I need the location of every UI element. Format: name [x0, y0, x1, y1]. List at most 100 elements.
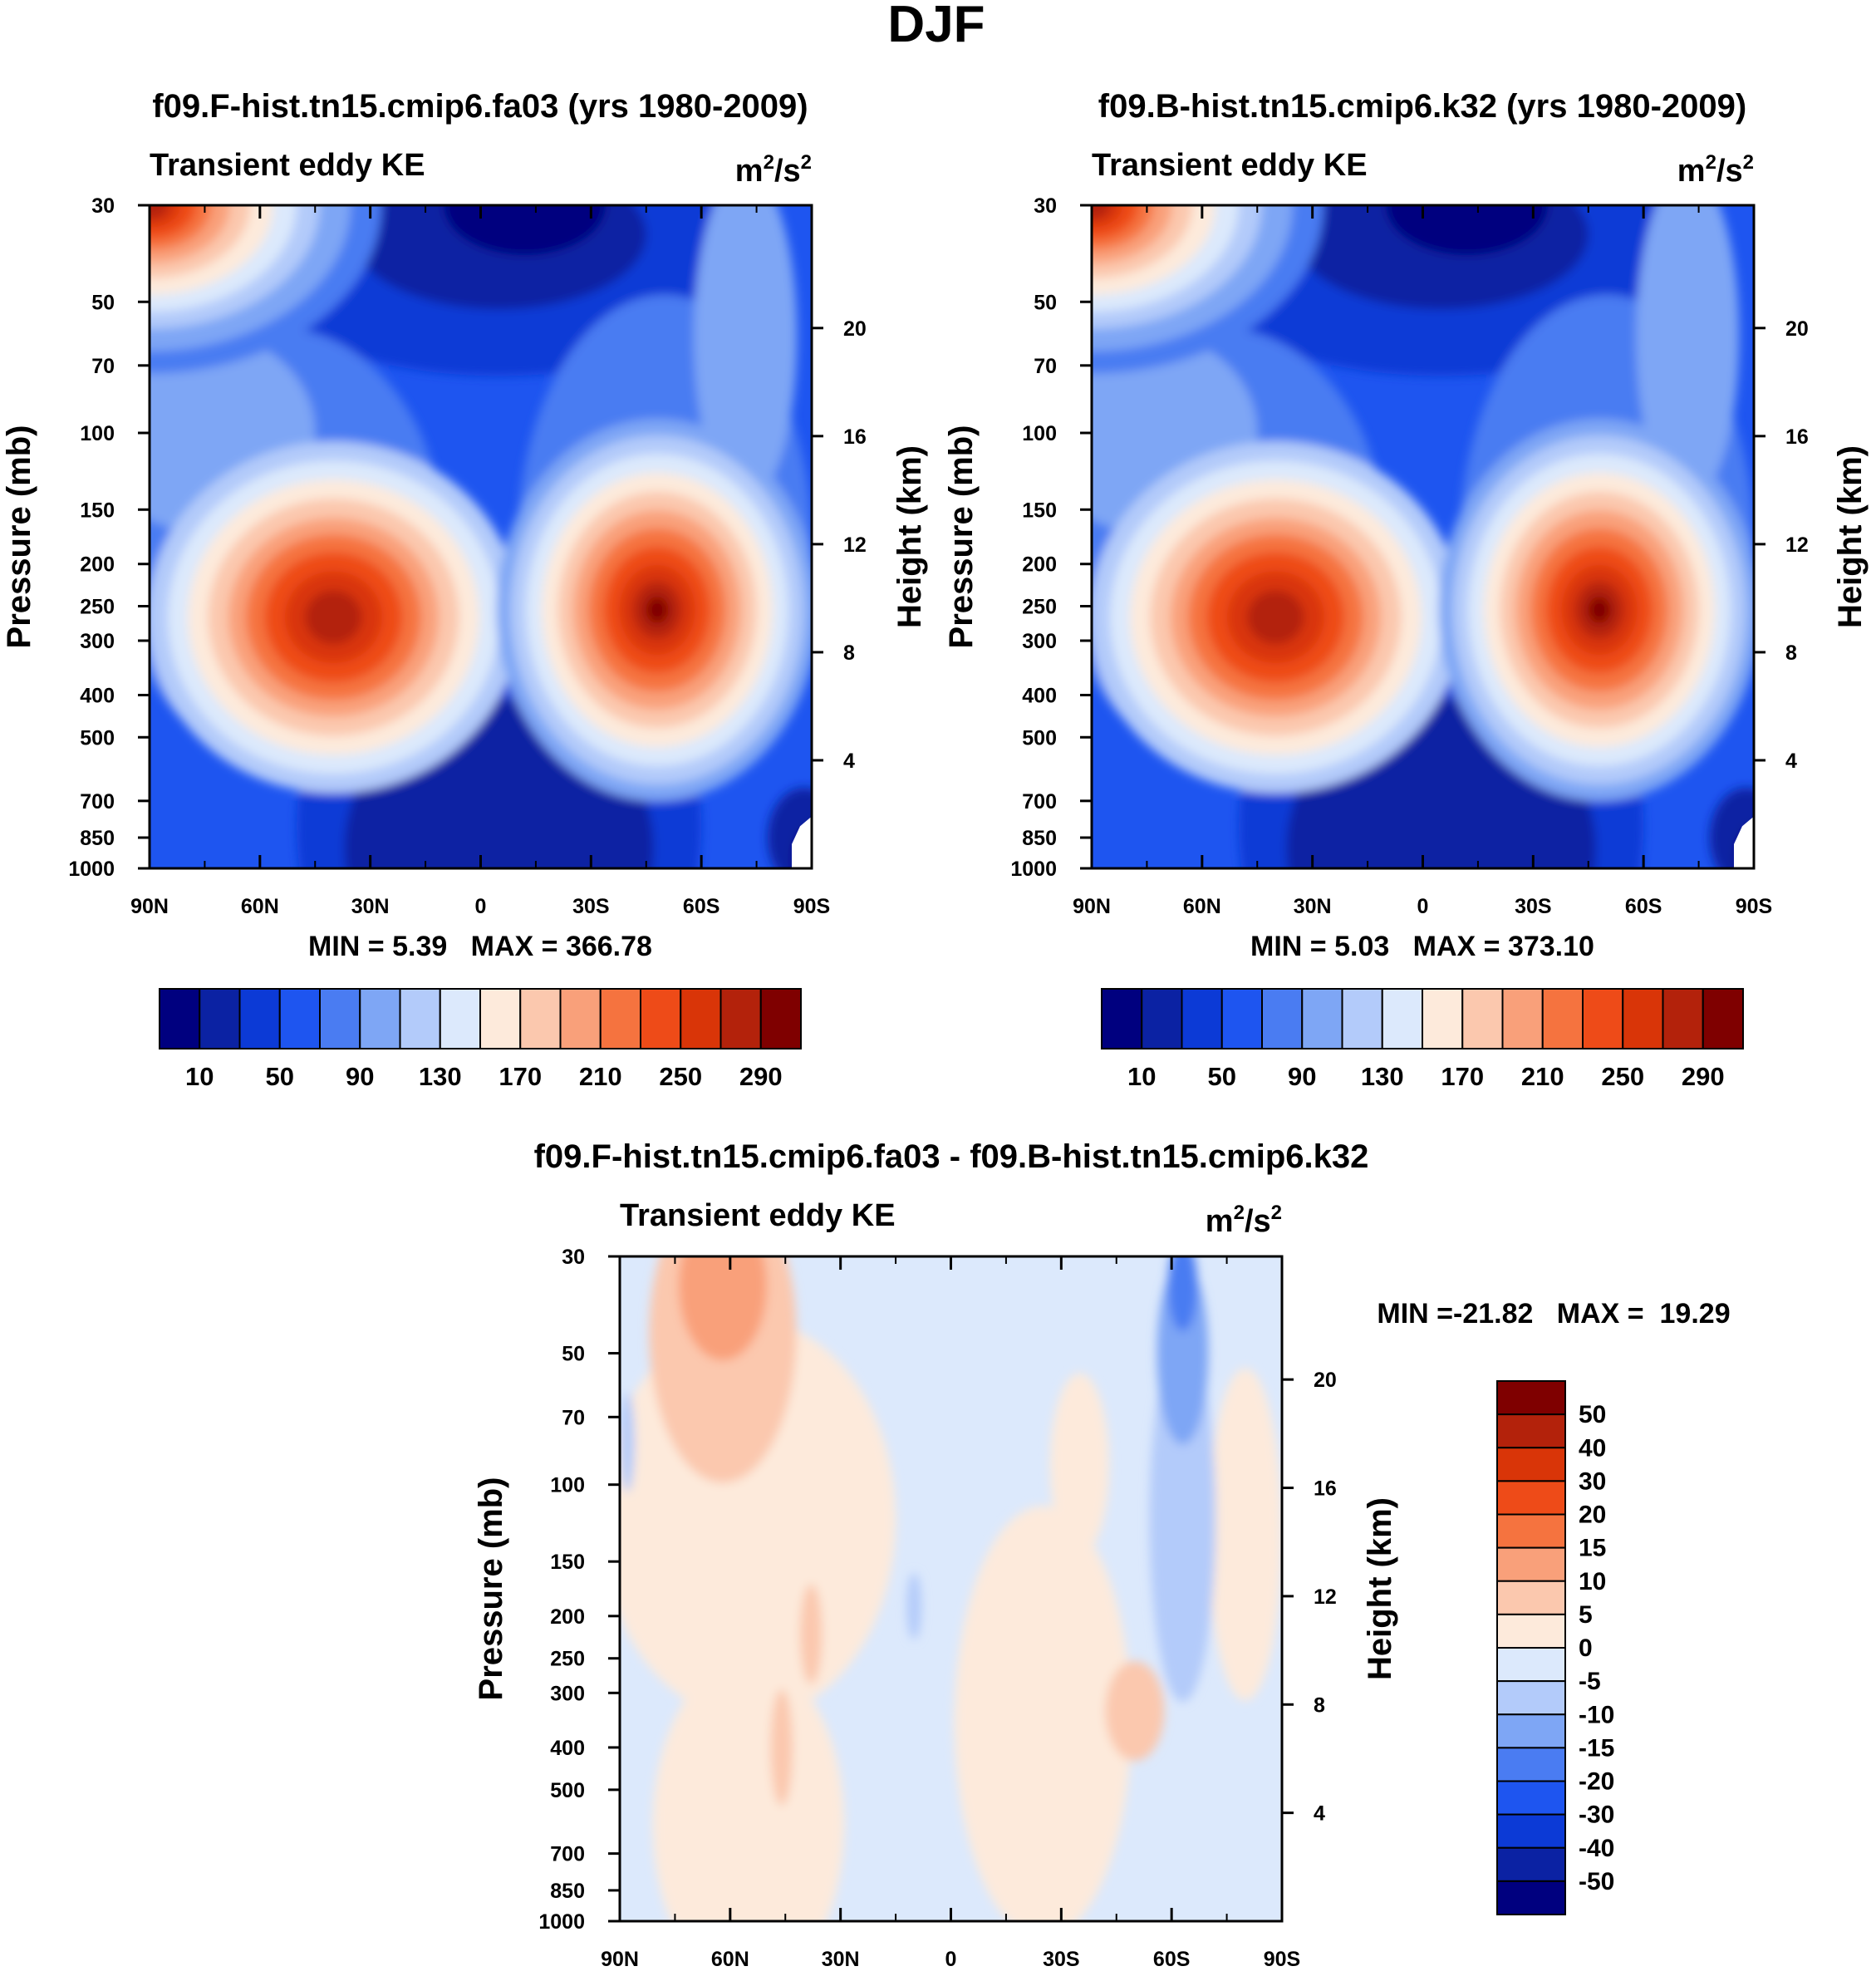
y-tick-label-right: 20 — [843, 317, 867, 341]
polar-max-level — [150, 205, 169, 219]
colorbar-label: 10 — [1127, 1062, 1156, 1091]
colorbar-swatch — [1496, 1647, 1566, 1683]
nh-jet-level — [305, 590, 362, 644]
colorbar-swatch — [1496, 1580, 1566, 1615]
x-tick-label: 60N — [241, 895, 279, 918]
y-tick-label-right: 20 — [1314, 1369, 1337, 1392]
y-tick-label: 50 — [91, 291, 115, 314]
x-tick-label: 60N — [1183, 895, 1221, 918]
y-tick-label: 100 — [550, 1474, 585, 1497]
colorbar-swatch — [1496, 1546, 1566, 1582]
colorbar-label: 30 — [1579, 1467, 1606, 1495]
y-tick-label: 850 — [1022, 827, 1057, 850]
y-tick-label: 250 — [80, 596, 115, 619]
panel-subtitle: Transient eddy KE — [620, 1198, 896, 1233]
x-tick-label: 30S — [572, 895, 609, 918]
y-tick-label: 700 — [1022, 790, 1057, 814]
sh-negative — [1149, 1336, 1216, 1703]
colorbar-swatch — [1496, 1413, 1566, 1449]
colorbar-swatch — [1381, 988, 1423, 1049]
sh-jet-level — [646, 597, 669, 624]
nh-jet-level — [1247, 590, 1304, 644]
colorbar-swatch — [559, 988, 602, 1049]
x-tick-label: 60N — [711, 1948, 749, 1971]
colorbar-swatch — [199, 988, 241, 1049]
y-tick-label: 400 — [1022, 684, 1057, 707]
x-tick-label: 0 — [475, 895, 487, 918]
y-tick-label: 100 — [80, 422, 115, 445]
y-tick-label: 30 — [562, 1246, 585, 1269]
y-axis-label: Pressure (mb) — [1, 425, 37, 649]
colorbar-swatch — [439, 988, 481, 1049]
colorbar-label: -40 — [1579, 1835, 1614, 1862]
colorbar-swatch — [1541, 988, 1584, 1049]
colorbar-swatch — [1341, 988, 1383, 1049]
colorbar-swatch — [1422, 988, 1464, 1049]
y-axis-label-right: Height (km) — [891, 445, 928, 628]
y-tick-label-right: 16 — [1785, 425, 1809, 449]
colorbar-label: 210 — [579, 1062, 622, 1091]
contour-levels — [620, 1256, 1282, 1921]
y-tick-label-right: 8 — [1785, 641, 1797, 665]
panel-top-right: f09.B-hist.tn15.cmip6.k32 (yrs 1980-2009… — [943, 88, 1869, 1091]
colorbar-swatch — [1461, 988, 1504, 1049]
colorbar-swatch — [278, 988, 321, 1049]
sh-upper-band — [1636, 205, 1740, 503]
x-tick-label: 90S — [793, 895, 830, 918]
units-label: m2/s2 — [1677, 151, 1754, 189]
colorbar-swatch — [1496, 1480, 1566, 1516]
y-tick-label: 200 — [80, 553, 115, 577]
y-tick-label-right: 4 — [1785, 750, 1797, 773]
sh-upper-positive — [1050, 1373, 1109, 1556]
y-tick-label: 150 — [550, 1551, 585, 1574]
y-axis-label: Pressure (mb) — [943, 425, 980, 649]
y-tick-label: 400 — [550, 1737, 585, 1760]
x-tick-label: 90S — [1264, 1948, 1300, 1971]
colorbar-swatch — [1141, 988, 1183, 1049]
colorbar-swatch — [359, 988, 401, 1049]
colorbar-swatch — [680, 988, 722, 1049]
y-tick-label: 30 — [91, 194, 115, 218]
colorbar-swatch — [1702, 988, 1744, 1049]
y-tick-label: 200 — [550, 1605, 585, 1629]
colorbar-label: 40 — [1579, 1434, 1606, 1462]
tropical-negative — [906, 1573, 922, 1640]
y-tick-label: 500 — [1022, 726, 1057, 750]
y-tick-label: 150 — [80, 499, 115, 522]
colorbar-swatch — [1501, 988, 1544, 1049]
panel-difference: f09.F-hist.tn15.cmip6.fa03 - f09.B-hist.… — [473, 1138, 1731, 1971]
y-axis-label-right: Height (km) — [1362, 1497, 1398, 1680]
colorbar-label: 170 — [1441, 1062, 1484, 1091]
y-tick-label: 50 — [1034, 291, 1057, 314]
contour-levels — [150, 205, 812, 868]
colorbar-swatch — [1496, 1680, 1566, 1716]
colorbar: 10 50 90 130 170 210 250 290 — [159, 988, 802, 1091]
y-tick-label: 400 — [80, 684, 115, 707]
y-tick-label: 1000 — [1010, 858, 1057, 881]
sh-jet-level — [1588, 597, 1611, 624]
x-tick-label: 60S — [1625, 895, 1662, 918]
x-tick-label: 0 — [945, 1948, 957, 1971]
min-max-label: MIN =-21.82 MAX = 19.29 — [1377, 1298, 1730, 1330]
colorbar-label: -5 — [1579, 1668, 1601, 1695]
colorbar-label: 90 — [346, 1062, 374, 1091]
axes: 90N 60N 30N 0 30S 60S 90S 30 50 70 100 150 200 250 300… — [1010, 194, 1808, 918]
axes: 90N 60N 30N 0 30S 60S 90S 30 50 70 100 150 200 250 300… — [68, 194, 866, 918]
colorbar-label: 0 — [1579, 1634, 1593, 1662]
colorbar-swatch — [599, 988, 641, 1049]
colorbar-label: 50 — [1579, 1401, 1606, 1428]
colorbar-label: 130 — [419, 1062, 462, 1091]
nh-positive-low — [652, 1658, 845, 1921]
colorbar-label: 170 — [498, 1062, 542, 1091]
colorbar-swatch — [1496, 1380, 1566, 1416]
units-label: m2/s2 — [735, 151, 812, 189]
y-tick-label: 1000 — [68, 858, 115, 881]
contour-plot — [150, 205, 812, 868]
y-tick-label: 850 — [550, 1880, 585, 1903]
colorbar-swatch — [159, 988, 201, 1049]
panel-top-left: f09.F-hist.tn15.cmip6.fa03 (yrs 1980-200… — [1, 88, 928, 1091]
colorbar-label: 250 — [1601, 1062, 1644, 1091]
sh-negative-core — [1167, 1256, 1198, 1332]
sh-upper-band — [694, 205, 798, 503]
